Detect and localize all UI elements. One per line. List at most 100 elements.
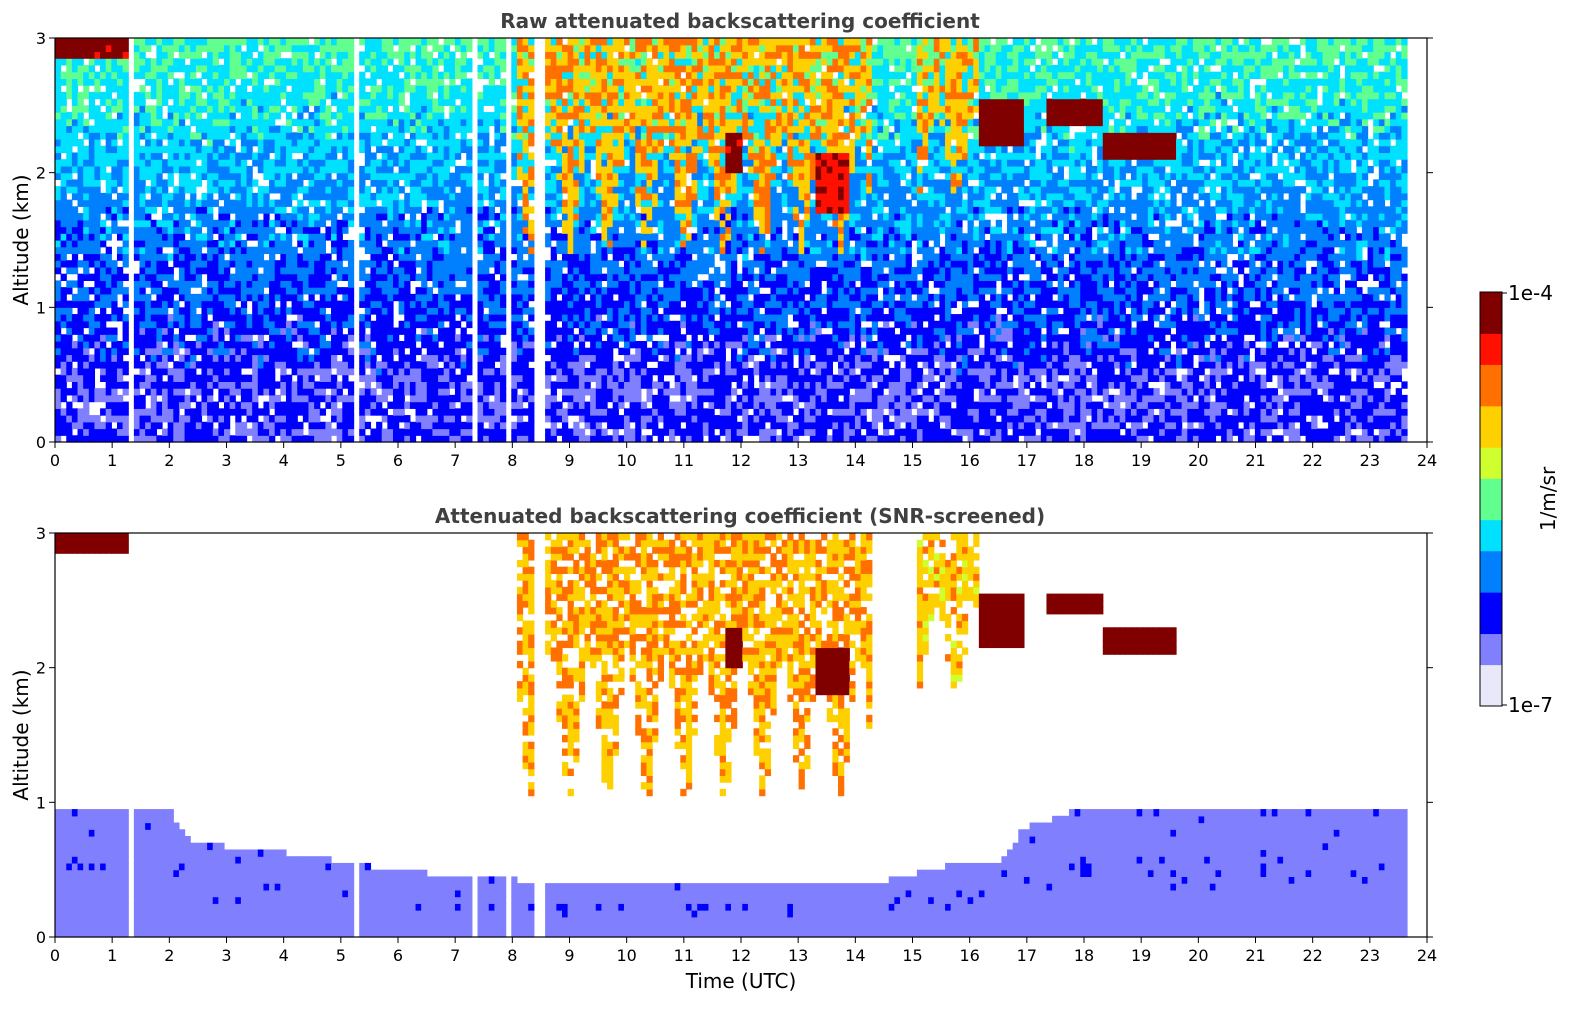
heatmap-cell [393, 192, 400, 201]
heatmap-cell [398, 172, 405, 180]
heatmap-cell [511, 165, 518, 174]
heatmap-cell [426, 159, 434, 167]
heatmap-cell [116, 428, 124, 436]
heatmap-cell [133, 300, 141, 308]
heatmap-cell [347, 132, 355, 140]
heatmap-cell [393, 287, 400, 295]
heatmap-cell [516, 300, 524, 308]
heatmap-cell [190, 408, 197, 416]
heatmap-cell [201, 98, 208, 106]
heatmap-cell [454, 253, 462, 261]
heatmap-cell [567, 246, 574, 255]
heatmap-cell [297, 381, 304, 389]
heatmap-cell [139, 314, 146, 322]
heatmap-cell [567, 273, 574, 281]
heatmap-cell [578, 293, 586, 302]
heatmap-cell [359, 58, 366, 66]
heatmap-cell [145, 105, 152, 113]
heatmap-cell [145, 408, 152, 416]
heatmap-cell [105, 367, 112, 376]
heatmap-cell [562, 64, 569, 73]
heatmap-cell [302, 213, 310, 221]
heatmap-cell [88, 71, 96, 79]
heatmap-cell [595, 145, 603, 154]
heatmap-cell [528, 428, 535, 436]
heatmap-cell [263, 293, 270, 302]
heatmap-cell [83, 159, 90, 167]
heatmap-cell [364, 213, 372, 221]
heatmap-cell [584, 213, 591, 221]
heatmap-cell [308, 300, 315, 308]
heatmap-cell [449, 139, 456, 147]
heatmap-cell [454, 435, 462, 443]
heatmap-cell [483, 415, 490, 423]
heatmap-cell [257, 361, 265, 369]
heatmap-cell [522, 172, 529, 180]
heatmap-cell [66, 112, 73, 120]
heatmap-cell [342, 213, 349, 221]
heatmap-cell [100, 307, 107, 315]
heatmap-cell [426, 361, 434, 369]
heatmap-cell [398, 213, 405, 221]
heatmap-cell [77, 280, 84, 288]
heatmap-cell [229, 401, 236, 409]
heatmap-cell [466, 273, 473, 281]
heatmap-cell [122, 435, 129, 443]
heatmap-cell [325, 132, 332, 140]
heatmap-cell [590, 273, 597, 281]
heatmap-cell [578, 179, 586, 187]
heatmap-cell [314, 206, 321, 214]
heatmap-cell [66, 159, 73, 167]
heatmap-cell [145, 266, 152, 275]
heatmap-cell [55, 105, 62, 113]
heatmap-cell [116, 85, 124, 93]
heatmap-cell [224, 213, 231, 221]
heatmap-cell [263, 240, 270, 248]
heatmap-cell [550, 51, 557, 59]
heatmap-cell [240, 139, 248, 147]
heatmap-cell [162, 159, 169, 167]
heatmap-cell [393, 226, 400, 234]
heatmap-cell [105, 125, 112, 133]
heatmap-cell [381, 105, 388, 113]
heatmap-cell [111, 132, 118, 140]
heatmap-cell [488, 179, 495, 187]
heatmap-cell [184, 206, 191, 214]
heatmap-cell [224, 367, 231, 376]
heatmap-cell [173, 213, 180, 221]
heatmap-cell [184, 374, 191, 382]
heatmap-cell [370, 51, 377, 59]
heatmap-cell [381, 179, 388, 187]
heatmap-cell [567, 38, 574, 46]
heatmap-cell [595, 435, 603, 443]
heatmap-cell [376, 233, 383, 241]
heatmap-cell [528, 394, 535, 403]
heatmap-cell [77, 71, 84, 79]
heatmap-cell [359, 219, 366, 228]
heatmap-cell [595, 354, 603, 362]
heatmap-cell [584, 118, 591, 127]
heatmap-cell [477, 192, 484, 201]
heatmap-cell [325, 367, 332, 376]
heatmap-cell [387, 159, 394, 167]
heatmap-cell [111, 145, 118, 154]
heatmap-cell [190, 428, 197, 436]
heatmap-cell [263, 347, 270, 356]
heatmap-cell [528, 85, 535, 93]
heatmap-cell [269, 179, 276, 187]
heatmap-cell [528, 186, 535, 194]
heatmap-cell [573, 240, 580, 248]
heatmap-cell [398, 408, 405, 416]
heatmap-cell [122, 341, 129, 349]
heatmap-cell [466, 421, 473, 430]
heatmap-cell [449, 199, 456, 207]
heatmap-cell [466, 64, 473, 73]
heatmap-cell [100, 361, 107, 369]
heatmap-cell [190, 192, 197, 201]
heatmap-cell [432, 307, 439, 315]
heatmap-cell [314, 132, 321, 140]
heatmap-cell [573, 334, 580, 342]
heatmap-cell [116, 233, 124, 241]
heatmap-cell [133, 361, 141, 369]
heatmap-cell [274, 78, 281, 86]
